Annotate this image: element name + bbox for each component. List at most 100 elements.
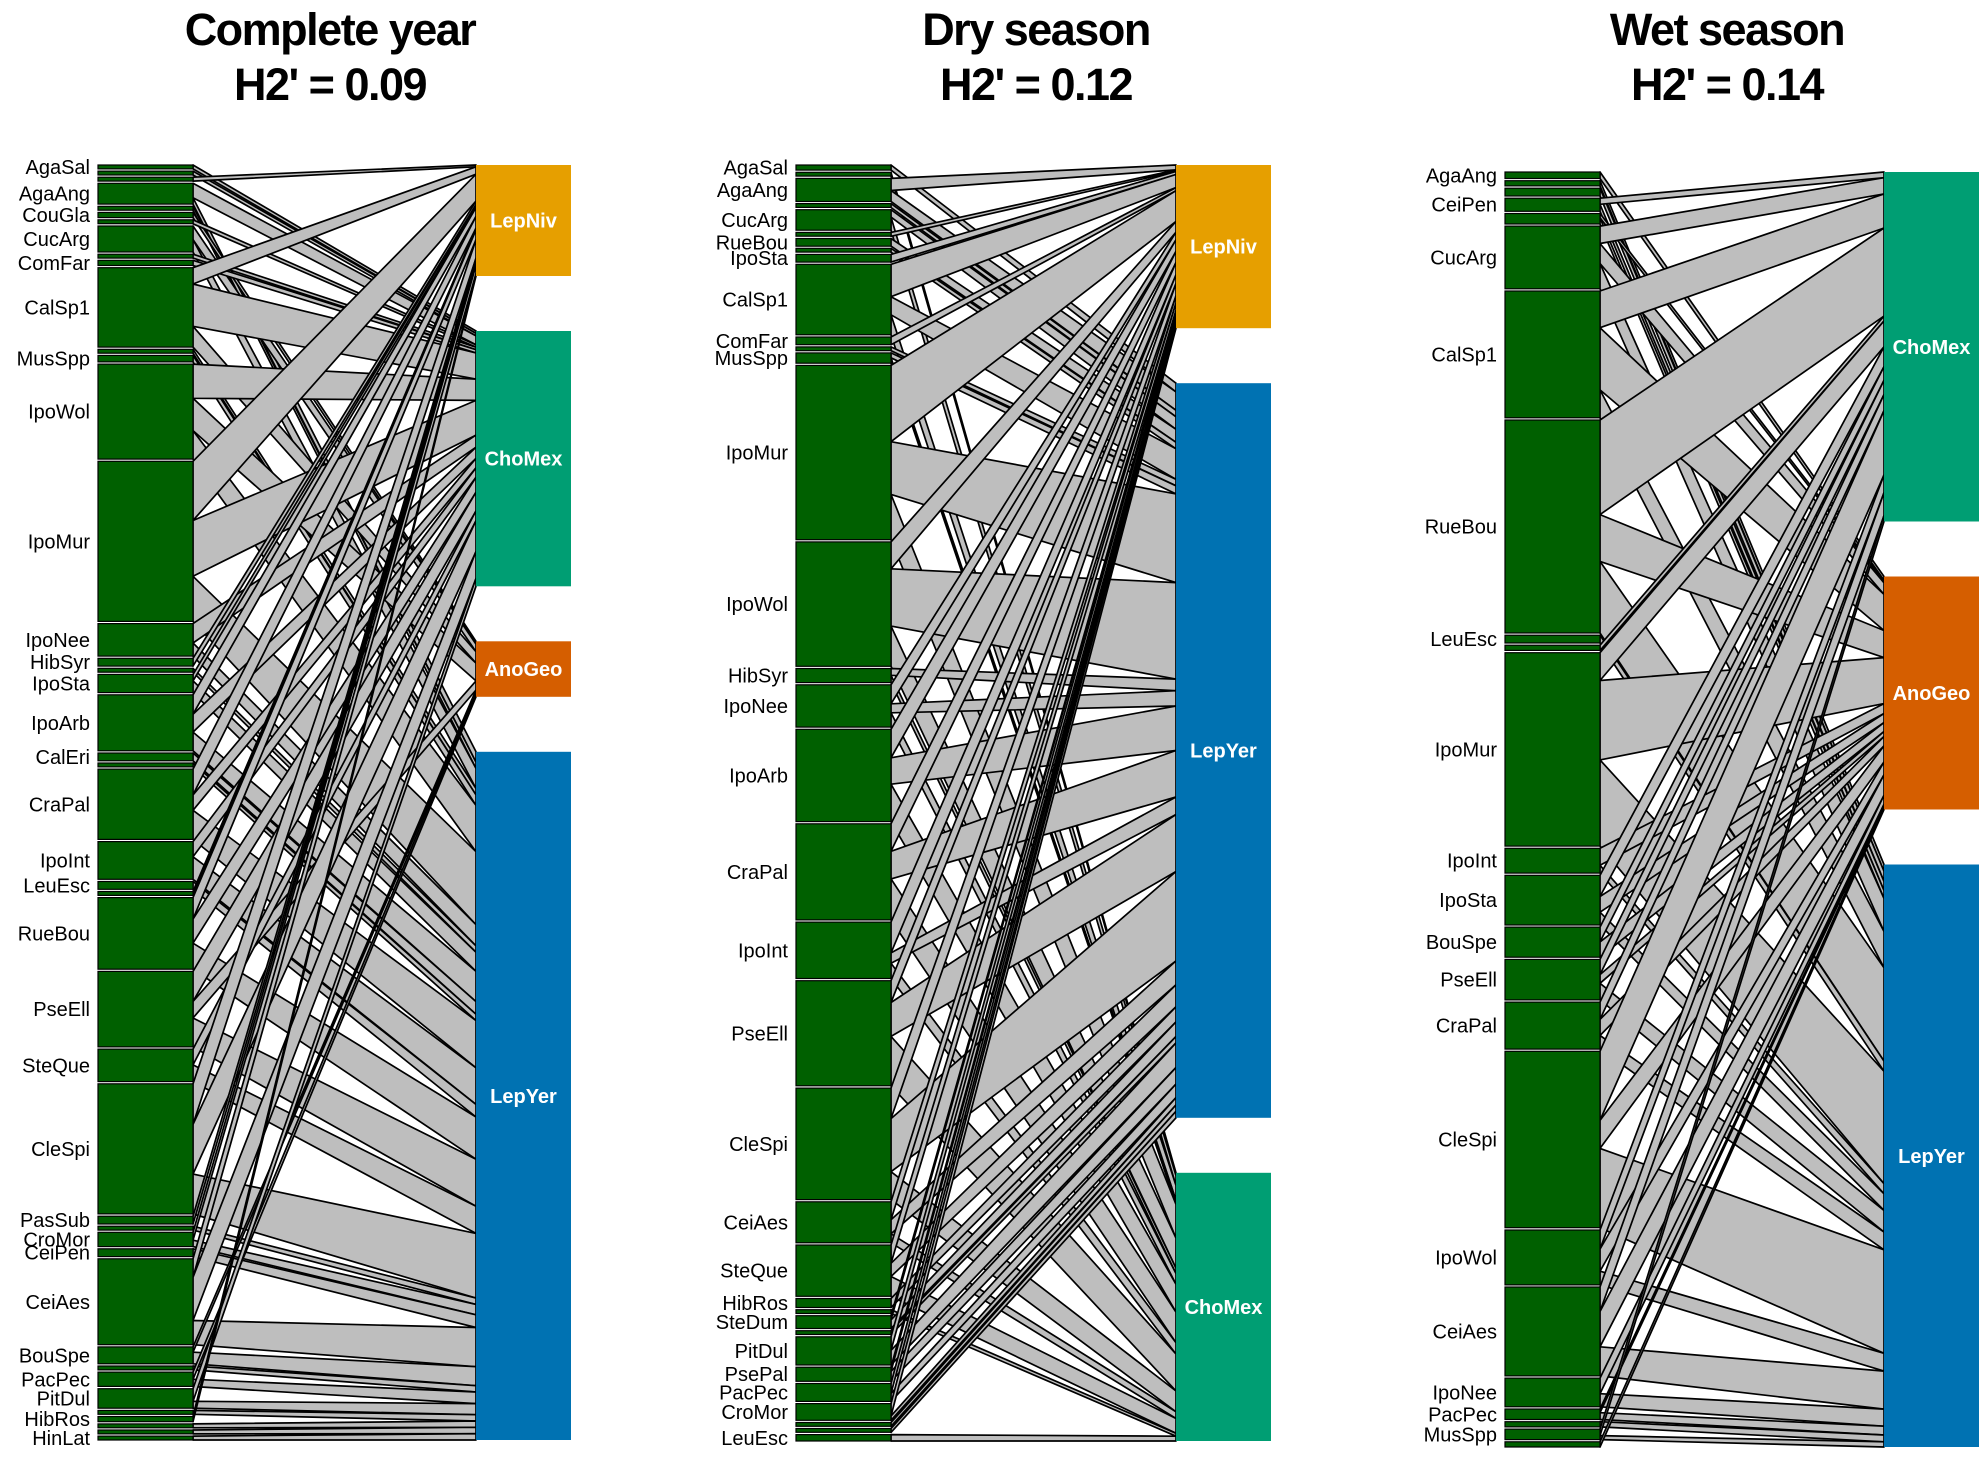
plant-box-agaang: [97, 182, 194, 205]
plant-label-psepal: PsePal: [725, 1364, 788, 1386]
plant-label-iposta: IpoSta: [32, 674, 91, 696]
animal-label-anogeo: AnoGeo: [485, 659, 563, 681]
plant-box-p11: [97, 348, 194, 354]
animal-label-lepyer: LepYer: [490, 1086, 557, 1108]
plant-box-p3: [795, 203, 892, 209]
plant-box-p25: [97, 890, 194, 897]
plant-label-ceipen: CeiPen: [1431, 195, 1497, 217]
link-p2-lepniv: [192, 164, 477, 182]
plant-label-pacpec: PacPec: [719, 1383, 788, 1405]
plant-label-comfar: ComFar: [18, 253, 91, 275]
plant-label-ipowol: IpoWol: [28, 402, 90, 424]
plant-box-iponee: [1504, 1377, 1601, 1408]
plant-label-iponee: IpoNee: [724, 696, 789, 718]
plant-label-iponee: IpoNee: [1433, 1383, 1498, 1405]
plant-box-p4: [97, 205, 194, 211]
plant-box-crapal: [1504, 1001, 1601, 1050]
plant-box-pseell: [97, 970, 194, 1048]
link-leuesc-chomex: [890, 1433, 1177, 1442]
plant-label-pseell: PseEll: [731, 1023, 788, 1045]
plant-label-musspp: MusSpp: [1424, 1424, 1497, 1446]
plant-box-iposta: [795, 253, 892, 263]
plant-box-hinlat: [97, 1435, 194, 1441]
plant-box-pacpec: [795, 1382, 892, 1402]
plant-box-cougla: [97, 211, 194, 219]
animal-box-lepyer: [1176, 383, 1271, 1118]
plant-label-bouspe: BouSpe: [1426, 932, 1497, 954]
plant-label-crapal: CraPal: [727, 862, 788, 884]
plant-label-ipoint: IpoInt: [1447, 851, 1497, 873]
plant-level: AgaAng CeiPen CucArg CalSp1 RueBou LeuEsc IpoM…: [1424, 165, 1601, 1448]
plant-label-clespi: CleSpi: [31, 1139, 90, 1161]
panel-title-line1: Wet season: [1610, 4, 1844, 55]
animal-box-chomex: [476, 331, 571, 587]
plant-box-leuesc: [1504, 634, 1601, 644]
plant-box-ipowol: [795, 541, 892, 667]
plant-box-p33: [795, 1427, 892, 1433]
plant-box-bouspe: [1504, 926, 1601, 958]
plant-box-ceipen: [97, 1248, 194, 1258]
plant-label-ipowol: IpoWol: [1435, 1247, 1497, 1269]
plant-label-ipoint: IpoInt: [40, 851, 90, 873]
plant-label-pseell: PseEll: [33, 999, 90, 1021]
plant-box-iponee: [795, 684, 892, 728]
plant-label-ruebou: RueBou: [1425, 517, 1497, 539]
plant-box-cucarg: [97, 225, 194, 253]
plant-box-pacpec: [1504, 1408, 1601, 1421]
plant-label-clespi: CleSpi: [1438, 1130, 1497, 1152]
plant-box-p25: [795, 1309, 892, 1315]
plant-label-ipomur: IpoMur: [28, 531, 91, 553]
plant-label-stedum: SteDum: [716, 1312, 788, 1334]
plant-box-caleri: [97, 752, 194, 762]
plant-box-p1: [97, 170, 194, 176]
plant-box-steque: [97, 1048, 194, 1083]
plant-box-pseell: [1504, 958, 1601, 1001]
plant-box-p17: [97, 667, 194, 673]
plant-box-clespi: [1504, 1050, 1601, 1229]
animal-box-lepniv: [1176, 165, 1271, 329]
plant-box-ceiaes: [1504, 1286, 1601, 1377]
plant-box-pitdul: [97, 1388, 194, 1409]
plant-box-p1: [1504, 180, 1601, 187]
plant-box-iposta: [1504, 874, 1601, 926]
plant-label-ipoarb: IpoArb: [31, 713, 90, 735]
plant-box-pseell: [795, 980, 892, 1087]
plant-box-p7: [795, 247, 892, 253]
plant-box-passub: [97, 1215, 194, 1225]
plant-label-agaang: AgaAng: [19, 184, 90, 206]
plant-box-comfar: [97, 259, 194, 267]
plant-box-hibros: [97, 1415, 194, 1423]
plant-box-p27: [795, 1330, 892, 1336]
plant-box-musspp: [795, 352, 892, 364]
plant-label-cucarg: CucArg: [721, 210, 788, 232]
plant-box-p4: [1504, 212, 1601, 225]
plant-label-calsp1: CalSp1: [24, 297, 90, 319]
plant-box-ipomur: [1504, 652, 1601, 847]
plant-label-hibsyr: HibSyr: [728, 666, 788, 688]
panel-title-line2: H2' = 0.09: [234, 59, 427, 110]
link-layer: [192, 164, 477, 1441]
plant-label-clespi: CleSpi: [729, 1134, 788, 1156]
plant-label-iponee: IpoNee: [26, 630, 91, 652]
plant-box-p8: [97, 253, 194, 259]
plant-label-musspp: MusSpp: [715, 348, 788, 370]
plant-label-ceipen: CeiPen: [24, 1243, 90, 1265]
panel-title-line2: H2' = 0.12: [940, 59, 1133, 110]
plant-box-leuesc: [795, 1433, 892, 1442]
plant-box-hibsyr: [795, 667, 892, 684]
plant-label-calsp1: CalSp1: [1431, 344, 1497, 366]
plant-label-bouspe: BouSpe: [19, 1345, 90, 1367]
plant-box-cucarg: [1504, 225, 1601, 290]
animal-label-lepniv: LepNiv: [490, 211, 558, 233]
animal-box-lepyer: [476, 751, 571, 1440]
plant-box-p39: [97, 1409, 194, 1415]
plant-box-p23: [1504, 1441, 1601, 1448]
plant-box-hibsyr: [97, 657, 194, 667]
plant-label-hibsyr: HibSyr: [30, 652, 90, 674]
plant-label-calsp1: CalSp1: [722, 290, 788, 312]
panel-title-line1: Complete year: [185, 4, 477, 55]
plant-label-passub: PasSub: [20, 1210, 90, 1232]
plant-box-p9: [1504, 644, 1601, 652]
plant-box-p6: [97, 219, 194, 225]
